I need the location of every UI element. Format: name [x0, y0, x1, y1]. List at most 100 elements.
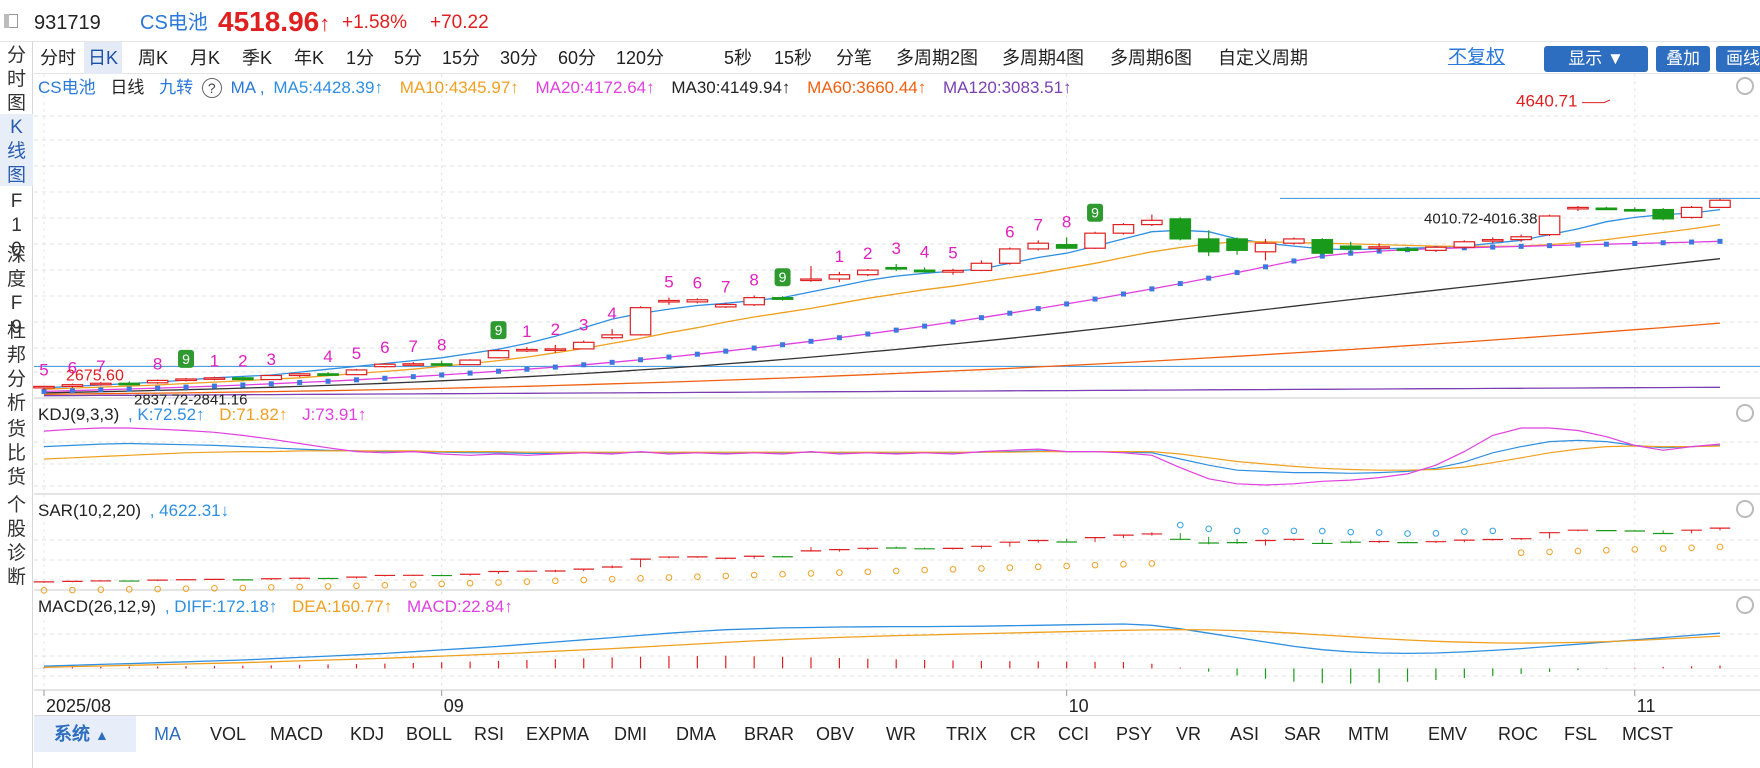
candle-down: [771, 297, 794, 300]
ma20-marker: [1490, 244, 1496, 250]
candle-up: [260, 374, 283, 381]
stock-name[interactable]: CS电池: [140, 12, 208, 34]
tab-expma[interactable]: EXPMA: [526, 724, 590, 744]
tab-vr[interactable]: VR: [1176, 724, 1202, 744]
legend-ma120: MA120:3083.51↑: [943, 78, 1072, 97]
kdj-line-k: [43, 439, 1721, 474]
tf-tick[interactable]: 分笔: [836, 48, 872, 68]
tf-day[interactable]: 日K: [84, 42, 123, 74]
sar-dot: [1290, 527, 1298, 535]
tab-psy[interactable]: PSY: [1116, 724, 1153, 744]
nine-turn-label: 4: [920, 243, 929, 262]
macd-settings-gear-icon[interactable]: [1736, 596, 1754, 614]
nav-f10[interactable]: F10: [0, 190, 33, 260]
nav-kline[interactable]: K线图: [0, 114, 33, 186]
tab-boll[interactable]: BOLL: [406, 724, 453, 744]
draw-line-button[interactable]: 画线: [1716, 46, 1760, 72]
tf-120min[interactable]: 120分: [616, 48, 665, 68]
ma20-marker: [1064, 301, 1070, 307]
tab-roc[interactable]: ROC: [1498, 724, 1538, 744]
kdj-name[interactable]: KDJ(9,3,3): [38, 405, 120, 424]
candle-up: [1112, 223, 1135, 234]
tf-30min[interactable]: 30分: [500, 48, 539, 68]
nav-depth-f9[interactable]: 深度F9: [0, 244, 33, 338]
tab-dmi[interactable]: DMI: [614, 724, 647, 744]
tab-cr[interactable]: CR: [1010, 724, 1036, 744]
tf-quarter[interactable]: 季K: [242, 48, 273, 68]
ma20-marker: [1007, 310, 1013, 316]
candle-up: [1283, 238, 1305, 244]
tf-week[interactable]: 周K: [138, 48, 169, 68]
nine-turn-label: 8: [749, 270, 758, 289]
tab-sar[interactable]: SAR: [1284, 724, 1322, 744]
display-button[interactable]: 显示 ▼: [1544, 46, 1648, 72]
tab-vol[interactable]: VOL: [210, 724, 247, 744]
tab-obv[interactable]: OBV: [816, 724, 855, 744]
nav-dupont-label: 杜邦分析: [6, 321, 26, 414]
tab-fsl[interactable]: FSL: [1564, 724, 1598, 744]
tab-trix[interactable]: TRIX: [946, 724, 988, 744]
tf-custom[interactable]: 自定义周期: [1218, 48, 1308, 68]
tab-system[interactable]: 系统 ▲: [34, 716, 136, 752]
legend-nine-turn[interactable]: 九转: [159, 78, 194, 97]
tab-rsi[interactable]: RSI: [474, 724, 505, 744]
adjust-dropdown[interactable]: 不复权: [1448, 47, 1506, 68]
tf-15sec[interactable]: 15秒: [774, 48, 813, 68]
tf-month[interactable]: 月K: [190, 48, 221, 68]
sar-dot: [324, 583, 332, 590]
main-settings-gear-icon[interactable]: [1736, 77, 1754, 95]
tab-kdj[interactable]: KDJ: [350, 724, 385, 744]
nav-diagnosis[interactable]: 个股诊断: [0, 494, 33, 590]
help-icon[interactable]: ?: [201, 78, 222, 98]
nav-dupont[interactable]: 杜邦分析: [0, 320, 33, 416]
tab-macd[interactable]: MACD: [270, 724, 323, 744]
nine-turn-label: 5: [948, 244, 957, 263]
tf-5min[interactable]: 5分: [394, 48, 423, 68]
tab-dma[interactable]: DMA: [676, 724, 716, 744]
tab-wr[interactable]: WR: [886, 724, 916, 744]
candle-down: [430, 363, 453, 366]
tf-60min[interactable]: 60分: [558, 48, 597, 68]
overlay-button[interactable]: 叠加: [1656, 46, 1710, 72]
tf-intraday[interactable]: 分时: [40, 48, 76, 68]
ma20-marker: [1035, 306, 1041, 312]
candle-up: [288, 373, 311, 377]
tf-5sec[interactable]: 5秒: [724, 48, 753, 68]
sar-dot: [154, 585, 161, 593]
tf-year[interactable]: 年K: [294, 48, 325, 68]
sar-name[interactable]: SAR(10,2,20): [38, 501, 141, 520]
candle-up: [1538, 215, 1561, 236]
panel-toggle-icon[interactable]: [4, 0, 20, 42]
tab-ma[interactable]: MA: [154, 724, 181, 744]
candle-down: [1652, 208, 1675, 220]
kdj-settings-gear-icon[interactable]: [1736, 404, 1754, 422]
nine-turn-label: 8: [153, 355, 162, 374]
candle-up: [601, 334, 623, 339]
sar-dot: [637, 575, 644, 582]
sar-dot: [1375, 529, 1383, 536]
tf-multi2[interactable]: 多周期2图: [896, 48, 979, 68]
tab-emv[interactable]: EMV: [1428, 724, 1468, 744]
change-amount: +70.22: [430, 12, 489, 33]
tf-multi4[interactable]: 多周期4图: [1002, 48, 1085, 68]
ma20-marker: [1547, 243, 1553, 249]
tab-asi[interactable]: ASI: [1230, 724, 1260, 744]
tf-15min[interactable]: 15分: [442, 48, 481, 68]
sar-dot: [409, 581, 417, 588]
tf-1min[interactable]: 1分: [346, 48, 375, 68]
tab-cci[interactable]: CCI: [1058, 724, 1089, 744]
tab-mtm[interactable]: MTM: [1348, 724, 1389, 744]
candle-up: [33, 385, 55, 389]
macd-name[interactable]: MACD(26,12,9): [38, 597, 157, 616]
tf-multi6[interactable]: 多周期6图: [1110, 48, 1193, 68]
nine-turn-label: 1: [210, 352, 219, 371]
sar-dot: [1148, 560, 1156, 567]
candle-up: [146, 379, 169, 384]
tab-brar[interactable]: BRAR: [744, 724, 795, 744]
sar-settings-gear-icon[interactable]: [1736, 500, 1754, 518]
nine-turn-label: 3: [267, 350, 276, 369]
nav-compare[interactable]: 货比货: [0, 418, 33, 490]
tab-mcst[interactable]: MCST: [1622, 724, 1673, 744]
nav-intraday[interactable]: 分时图: [0, 42, 33, 114]
